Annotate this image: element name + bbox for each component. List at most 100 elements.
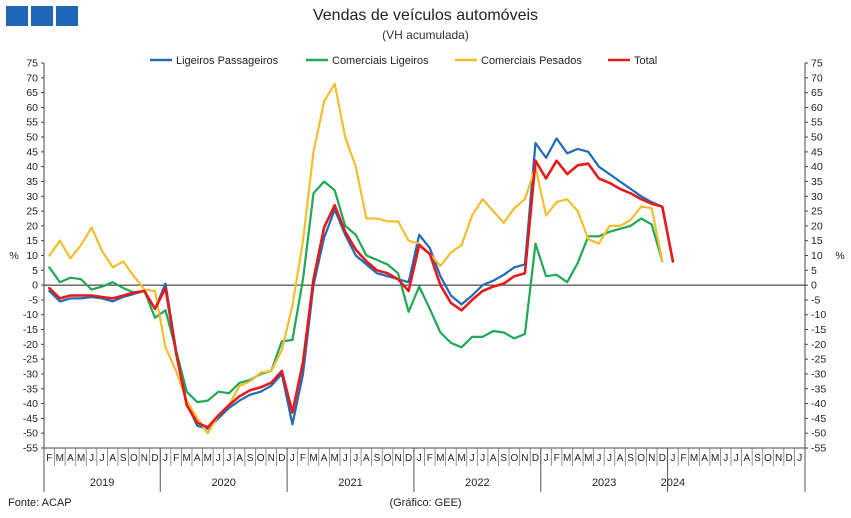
x-month-label: N: [141, 453, 148, 464]
x-month-label: J: [734, 453, 739, 464]
x-month-label: S: [374, 453, 381, 464]
y-tick-label-right: -15: [811, 324, 826, 336]
x-month-label: F: [554, 453, 560, 464]
x-month-label: A: [109, 453, 116, 464]
logo-block: [56, 6, 78, 26]
y-tick-label-right: -40: [811, 398, 826, 410]
x-month-label: J: [417, 453, 422, 464]
x-month-label: D: [786, 453, 793, 464]
x-month-label: J: [89, 453, 94, 464]
y-tick-label-left: -55: [23, 443, 38, 455]
x-month-label: M: [77, 453, 85, 464]
x-year-label: 2024: [661, 477, 685, 489]
y-tick-label-right: -45: [811, 413, 826, 425]
x-month-label: J: [290, 453, 295, 464]
y-tick-label-left: 55: [26, 117, 38, 129]
x-month-label: S: [120, 453, 127, 464]
y-tick-label-right: 35: [811, 176, 823, 188]
x-month-label: S: [627, 453, 634, 464]
x-month-label: D: [405, 453, 412, 464]
y-tick-label-left: -50: [23, 428, 38, 440]
x-month-label: A: [701, 453, 708, 464]
y-tick-label-right: -25: [811, 354, 826, 366]
x-month-label: O: [510, 453, 518, 464]
chart-series: [47, 82, 675, 435]
x-month-label: F: [46, 453, 52, 464]
x-month-label: F: [427, 453, 433, 464]
x-month-label: J: [163, 453, 168, 464]
x-month-label: J: [343, 453, 348, 464]
x-month-label: M: [690, 453, 698, 464]
y-tick-label-left: 40: [26, 161, 38, 173]
x-year-label: 2020: [211, 477, 235, 489]
y-tick-label-right: -5: [811, 294, 820, 306]
y-tick-label-left: 60: [26, 102, 38, 114]
x-month-label: D: [278, 453, 285, 464]
x-month-label: A: [574, 453, 581, 464]
y-tick-label-right: -35: [811, 383, 826, 395]
x-month-label: A: [194, 453, 201, 464]
legend-label: Total: [634, 55, 657, 67]
chart-subtitle: (VH acumulada): [382, 28, 469, 42]
x-month-label: J: [470, 453, 475, 464]
brand-logo: [6, 6, 78, 26]
logo-block: [31, 6, 53, 26]
y-tick-label-right: 75: [811, 58, 823, 70]
series-line: [48, 180, 664, 404]
x-month-label: D: [659, 453, 666, 464]
y-tick-label-left: -20: [23, 339, 38, 351]
x-month-label: D: [151, 453, 158, 464]
x-month-label: O: [384, 453, 392, 464]
source-note: Fonte: ACAP: [8, 497, 72, 509]
x-year-label: 2021: [338, 477, 362, 489]
x-month-label: F: [300, 453, 306, 464]
x-month-label: F: [680, 453, 686, 464]
x-month-label: O: [764, 453, 772, 464]
y-tick-label-right: 20: [811, 220, 823, 232]
y-tick-label-right: -55: [811, 443, 826, 455]
x-month-label: F: [173, 453, 179, 464]
x-month-label: M: [330, 453, 338, 464]
y-tick-label-left: -5: [29, 294, 38, 306]
x-month-label: M: [183, 453, 191, 464]
x-month-label: N: [648, 453, 655, 464]
y-tick-label-right: -50: [811, 428, 826, 440]
x-month-label: A: [363, 453, 370, 464]
y-tick-label-right: 50: [811, 132, 823, 144]
y-tick-label-right: 40: [811, 161, 823, 173]
y-tick-label-right: 70: [811, 72, 823, 84]
x-month-label: D: [532, 453, 539, 464]
x-year-label: 2023: [592, 477, 616, 489]
y-tick-label-right: -10: [811, 309, 826, 321]
y-tick-label-left: 15: [26, 235, 38, 247]
legend-label: Comerciais Pesados: [481, 55, 582, 67]
y-tick-label-left: 25: [26, 206, 38, 218]
y-tick-label-left: -35: [23, 383, 38, 395]
y-tick-label-left: -25: [23, 354, 38, 366]
legend-label: Comerciais Ligeiros: [332, 55, 429, 67]
x-month-label: A: [236, 453, 243, 464]
y-tick-label-left: -45: [23, 413, 38, 425]
y-tick-label-left: -30: [23, 368, 38, 380]
x-month-label: N: [775, 453, 782, 464]
y-tick-label-right: 60: [811, 102, 823, 114]
series-line: [48, 137, 675, 430]
y-tick-label-left: 10: [26, 250, 38, 262]
x-month-label: J: [797, 453, 802, 464]
y-tick-label-left: 5: [32, 265, 38, 277]
chart-legend: Ligeiros Passageiros Comerciais Ligeiros C…: [150, 55, 657, 67]
y-tick-label-right: 30: [811, 191, 823, 203]
y-tick-label-left: 35: [26, 176, 38, 188]
y-tick-label-right: 65: [811, 87, 823, 99]
y-tick-label-left: 50: [26, 132, 38, 144]
y-tick-label-right: 45: [811, 146, 823, 158]
x-month-label: O: [637, 453, 645, 464]
y-tick-label-left: -40: [23, 398, 38, 410]
series-line: [48, 82, 664, 435]
y-tick-label-right: 15: [811, 235, 823, 247]
x-month-label: N: [521, 453, 528, 464]
x-month-label: J: [607, 453, 612, 464]
x-month-label: S: [500, 453, 507, 464]
y-tick-label-left: 0: [32, 280, 38, 292]
